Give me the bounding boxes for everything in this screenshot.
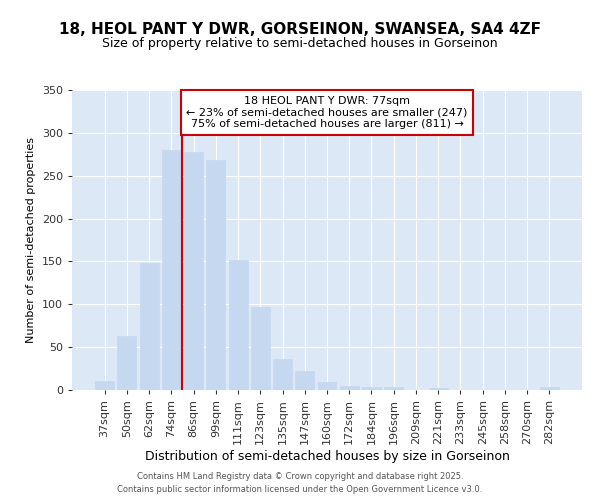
Bar	[229, 260, 248, 390]
Text: Contains HM Land Registry data © Crown copyright and database right 2025.: Contains HM Land Registry data © Crown c…	[137, 472, 463, 481]
Bar	[184, 152, 203, 390]
Text: 18 HEOL PANT Y DWR: 77sqm
← 23% of semi-detached houses are smaller (247)
75% of: 18 HEOL PANT Y DWR: 77sqm ← 23% of semi-…	[187, 96, 467, 129]
Bar	[362, 388, 381, 390]
X-axis label: Distribution of semi-detached houses by size in Gorseinon: Distribution of semi-detached houses by …	[145, 450, 509, 462]
Bar	[162, 150, 181, 390]
Text: 18, HEOL PANT Y DWR, GORSEINON, SWANSEA, SA4 4ZF: 18, HEOL PANT Y DWR, GORSEINON, SWANSEA,…	[59, 22, 541, 38]
Bar	[206, 160, 225, 390]
Bar	[273, 359, 292, 390]
Bar	[384, 388, 403, 390]
Text: Size of property relative to semi-detached houses in Gorseinon: Size of property relative to semi-detach…	[102, 38, 498, 51]
Bar	[295, 371, 314, 390]
Y-axis label: Number of semi-detached properties: Number of semi-detached properties	[26, 137, 36, 343]
Bar	[540, 388, 559, 390]
Bar	[429, 388, 448, 390]
Text: Contains public sector information licensed under the Open Government Licence v3: Contains public sector information licen…	[118, 484, 482, 494]
Bar	[95, 382, 114, 390]
Bar	[340, 386, 359, 390]
Bar	[251, 307, 270, 390]
Bar	[140, 263, 158, 390]
Bar	[317, 382, 337, 390]
Bar	[118, 336, 136, 390]
